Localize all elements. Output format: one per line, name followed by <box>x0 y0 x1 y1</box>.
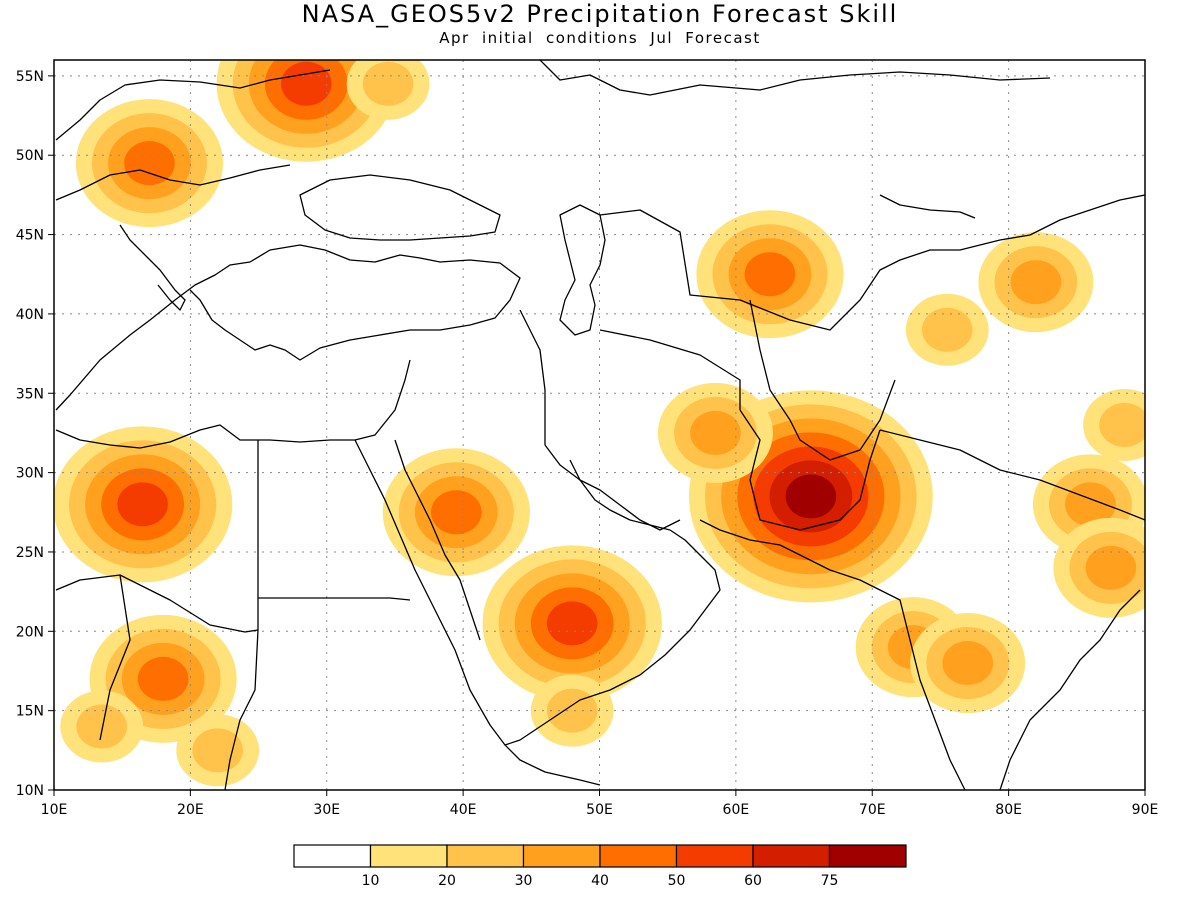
lon-tick-label: 10E <box>41 802 68 818</box>
lat-tick-label: 35N <box>16 386 44 402</box>
skill-contour <box>921 307 973 352</box>
skill-contour <box>431 490 482 535</box>
colorbar-swatch <box>522 844 601 868</box>
colorbar: 10 20 30 40 50 60 75 <box>293 844 907 889</box>
colorbar-swatch <box>446 844 525 868</box>
lat-tick-label: 50N <box>16 148 44 164</box>
lat-tick-label: 10N <box>16 783 44 799</box>
lat-tick-label: 55N <box>16 69 44 85</box>
colorbar-swatch <box>369 844 448 868</box>
colorbar-swatch <box>599 844 678 868</box>
skill-contour <box>744 252 796 297</box>
lat-tick-label: 20N <box>16 624 44 640</box>
skill-contour <box>362 61 414 106</box>
colorbar-label: 10 <box>362 873 380 889</box>
skill-contour <box>192 728 243 773</box>
colorbar-label: 20 <box>438 873 456 889</box>
skill-field <box>54 60 1145 787</box>
skill-contour <box>1085 545 1137 590</box>
colorbar-swatch <box>752 844 831 868</box>
lat-tick-label: 40N <box>16 307 44 323</box>
colorbar-swatch <box>293 844 372 868</box>
lon-tick-label: 80E <box>995 802 1022 818</box>
skill-contour <box>546 688 598 733</box>
lat-tick-label: 25N <box>16 545 44 561</box>
skill-contour <box>117 482 168 527</box>
colorbar-label: 40 <box>591 873 609 889</box>
colorbar-swatch <box>675 844 754 868</box>
colorbar-label: 30 <box>515 873 533 889</box>
map-title: NASA_GEOS5v2 Precipitation Forecast Skil… <box>301 0 899 28</box>
skill-contour <box>942 641 994 686</box>
lon-tick-label: 40E <box>450 802 477 818</box>
colorbar-label: 75 <box>821 873 839 889</box>
skill-contour <box>1065 482 1116 527</box>
skill-contour <box>690 410 741 455</box>
skill-contour <box>76 704 128 749</box>
skill-contour <box>137 656 189 701</box>
map-axes: 10E 20E 30E 40E 50E 60E 70E 80E 90E 10N 15N 20N 25N 3… <box>16 69 1159 818</box>
lon-tick-label: 60E <box>723 802 750 818</box>
skill-contour <box>124 141 175 186</box>
lat-tick-label: 45N <box>16 228 44 244</box>
skill-contour <box>1099 403 1145 447</box>
lat-lon-grid <box>54 60 1145 790</box>
lon-tick-label: 30E <box>313 802 340 818</box>
colorbar-label: 60 <box>744 873 762 889</box>
skill-contour <box>546 601 598 646</box>
coastlines <box>55 60 1145 790</box>
lon-tick-label: 70E <box>859 802 886 818</box>
lat-tick-label: 15N <box>16 704 44 720</box>
colorbar-label: 50 <box>668 873 686 889</box>
map-subtitle: Apr initial conditions Jul Forecast <box>439 29 761 47</box>
skill-contour <box>1010 260 1062 305</box>
skill-contour <box>280 61 332 106</box>
lon-tick-label: 90E <box>1132 802 1159 818</box>
lon-tick-label: 20E <box>177 802 204 818</box>
lat-tick-label: 30N <box>16 466 44 482</box>
skill-contour <box>785 474 837 519</box>
lon-tick-label: 50E <box>586 802 613 818</box>
colorbar-swatch <box>828 844 907 868</box>
